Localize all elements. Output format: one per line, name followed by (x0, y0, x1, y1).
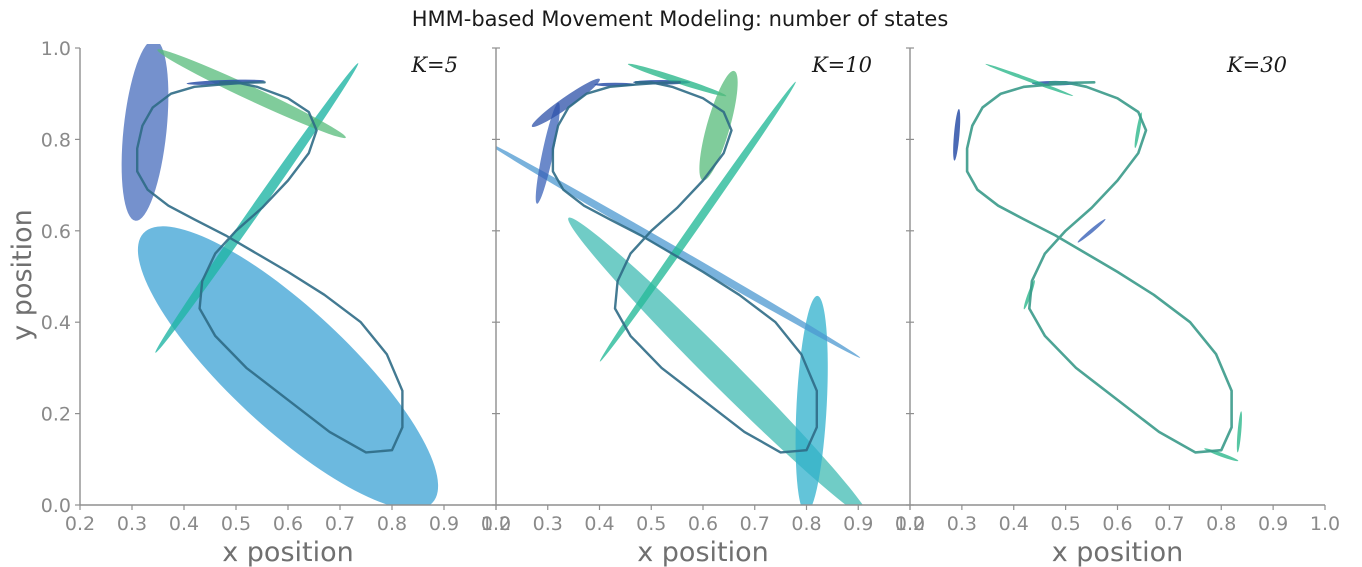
k-annotation: K=30 (1226, 53, 1287, 77)
state-ellipse-3 (985, 63, 1074, 97)
x-tick-label: 0.6 (1102, 513, 1132, 535)
state-ellipse-3 (155, 63, 359, 353)
x-tick-label: 0.4 (584, 513, 614, 535)
plot-area (496, 63, 869, 505)
x-tick-label: 0.8 (791, 513, 821, 535)
state-ellipse-3 (496, 140, 861, 358)
x-tick-label: 0.2 (65, 513, 95, 535)
state-ellipse-6 (531, 78, 600, 128)
y-tick-label: 0.8 (41, 129, 71, 151)
x-tick-label: 0.3 (533, 513, 563, 535)
y-axis-label: y position (7, 209, 38, 341)
x-tick-label: 0.7 (1154, 513, 1184, 535)
trajectory-line (136, 81, 404, 454)
state-ellipse-5 (1236, 411, 1242, 453)
x-axis-label: x position (222, 537, 354, 567)
plot-area (953, 63, 1242, 462)
x-tick-label: 0.9 (1258, 513, 1288, 535)
x-axis-label: x position (637, 537, 769, 567)
x-tick-label: 0.2 (895, 513, 925, 535)
x-tick-label: 0.7 (740, 513, 770, 535)
plot-area (121, 44, 439, 505)
y-tick-label: 0.4 (41, 312, 71, 334)
x-tick-label: 0.8 (1206, 513, 1236, 535)
state-ellipse-4 (599, 81, 796, 362)
state-ellipse-1 (568, 217, 869, 505)
state-ellipse-2 (795, 295, 828, 505)
x-tick-label: 0.5 (221, 513, 251, 535)
x-tick-label: 0.9 (429, 513, 459, 535)
figure-title: HMM-based Movement Modeling: number of s… (412, 7, 949, 31)
x-tick-label: 0.9 (843, 513, 873, 535)
state-ellipse-5 (535, 102, 560, 204)
trajectory-line (551, 81, 818, 454)
state-ellipse-1 (953, 108, 961, 161)
state-ellipse-2 (121, 44, 169, 221)
x-tick-label: 1.0 (481, 513, 511, 535)
x-tick-label: 1.0 (895, 513, 925, 535)
x-tick-label: 0.3 (947, 513, 977, 535)
panel-k5: 0.2 0.3 0.4 0.5 0.6 0.7 0.8 0.9 1.00.00.20.40.60… (41, 38, 511, 567)
x-tick-label: 0.5 (636, 513, 666, 535)
panel-k10: 0.2 0.3 0.4 0.5 0.6 0.7 0.8 0.9 1.0 x position K=1… (481, 47, 925, 567)
k-annotation: K=5 (410, 53, 458, 77)
state-ellipse-1 (137, 226, 439, 505)
x-tick-label: 0.8 (377, 513, 407, 535)
x-tick-label: 0.6 (688, 513, 718, 535)
y-tick-label: 0.2 (41, 404, 71, 426)
state-ellipse-10 (699, 70, 738, 181)
y-tick-label: 0.6 (41, 221, 71, 243)
state-ellipse-4 (1134, 112, 1142, 149)
x-tick-label: 0.6 (273, 513, 303, 535)
x-tick-label: 0.2 (481, 513, 511, 535)
state-ellipse-8 (1077, 219, 1106, 243)
panel-k30: 0.2 0.3 0.4 0.5 0.6 0.7 0.8 0.9 1.0 x position K=3… (895, 47, 1340, 567)
x-tick-label: 0.3 (117, 513, 147, 535)
y-tick-label: 0.0 (41, 495, 71, 517)
x-tick-label: 1.0 (1310, 513, 1340, 535)
x-axis-label: x position (1052, 537, 1184, 567)
trajectory-line (965, 81, 1233, 454)
x-tick-label: 0.7 (325, 513, 355, 535)
state-ellipse-4 (157, 49, 346, 139)
x-tick-label: 0.4 (999, 513, 1029, 535)
k-annotation: K=10 (811, 53, 872, 77)
y-tick-label: 1.0 (41, 38, 71, 60)
x-tick-label: 0.5 (1051, 513, 1081, 535)
x-tick-label: 0.4 (169, 513, 199, 535)
state-ellipse-9 (627, 63, 727, 97)
